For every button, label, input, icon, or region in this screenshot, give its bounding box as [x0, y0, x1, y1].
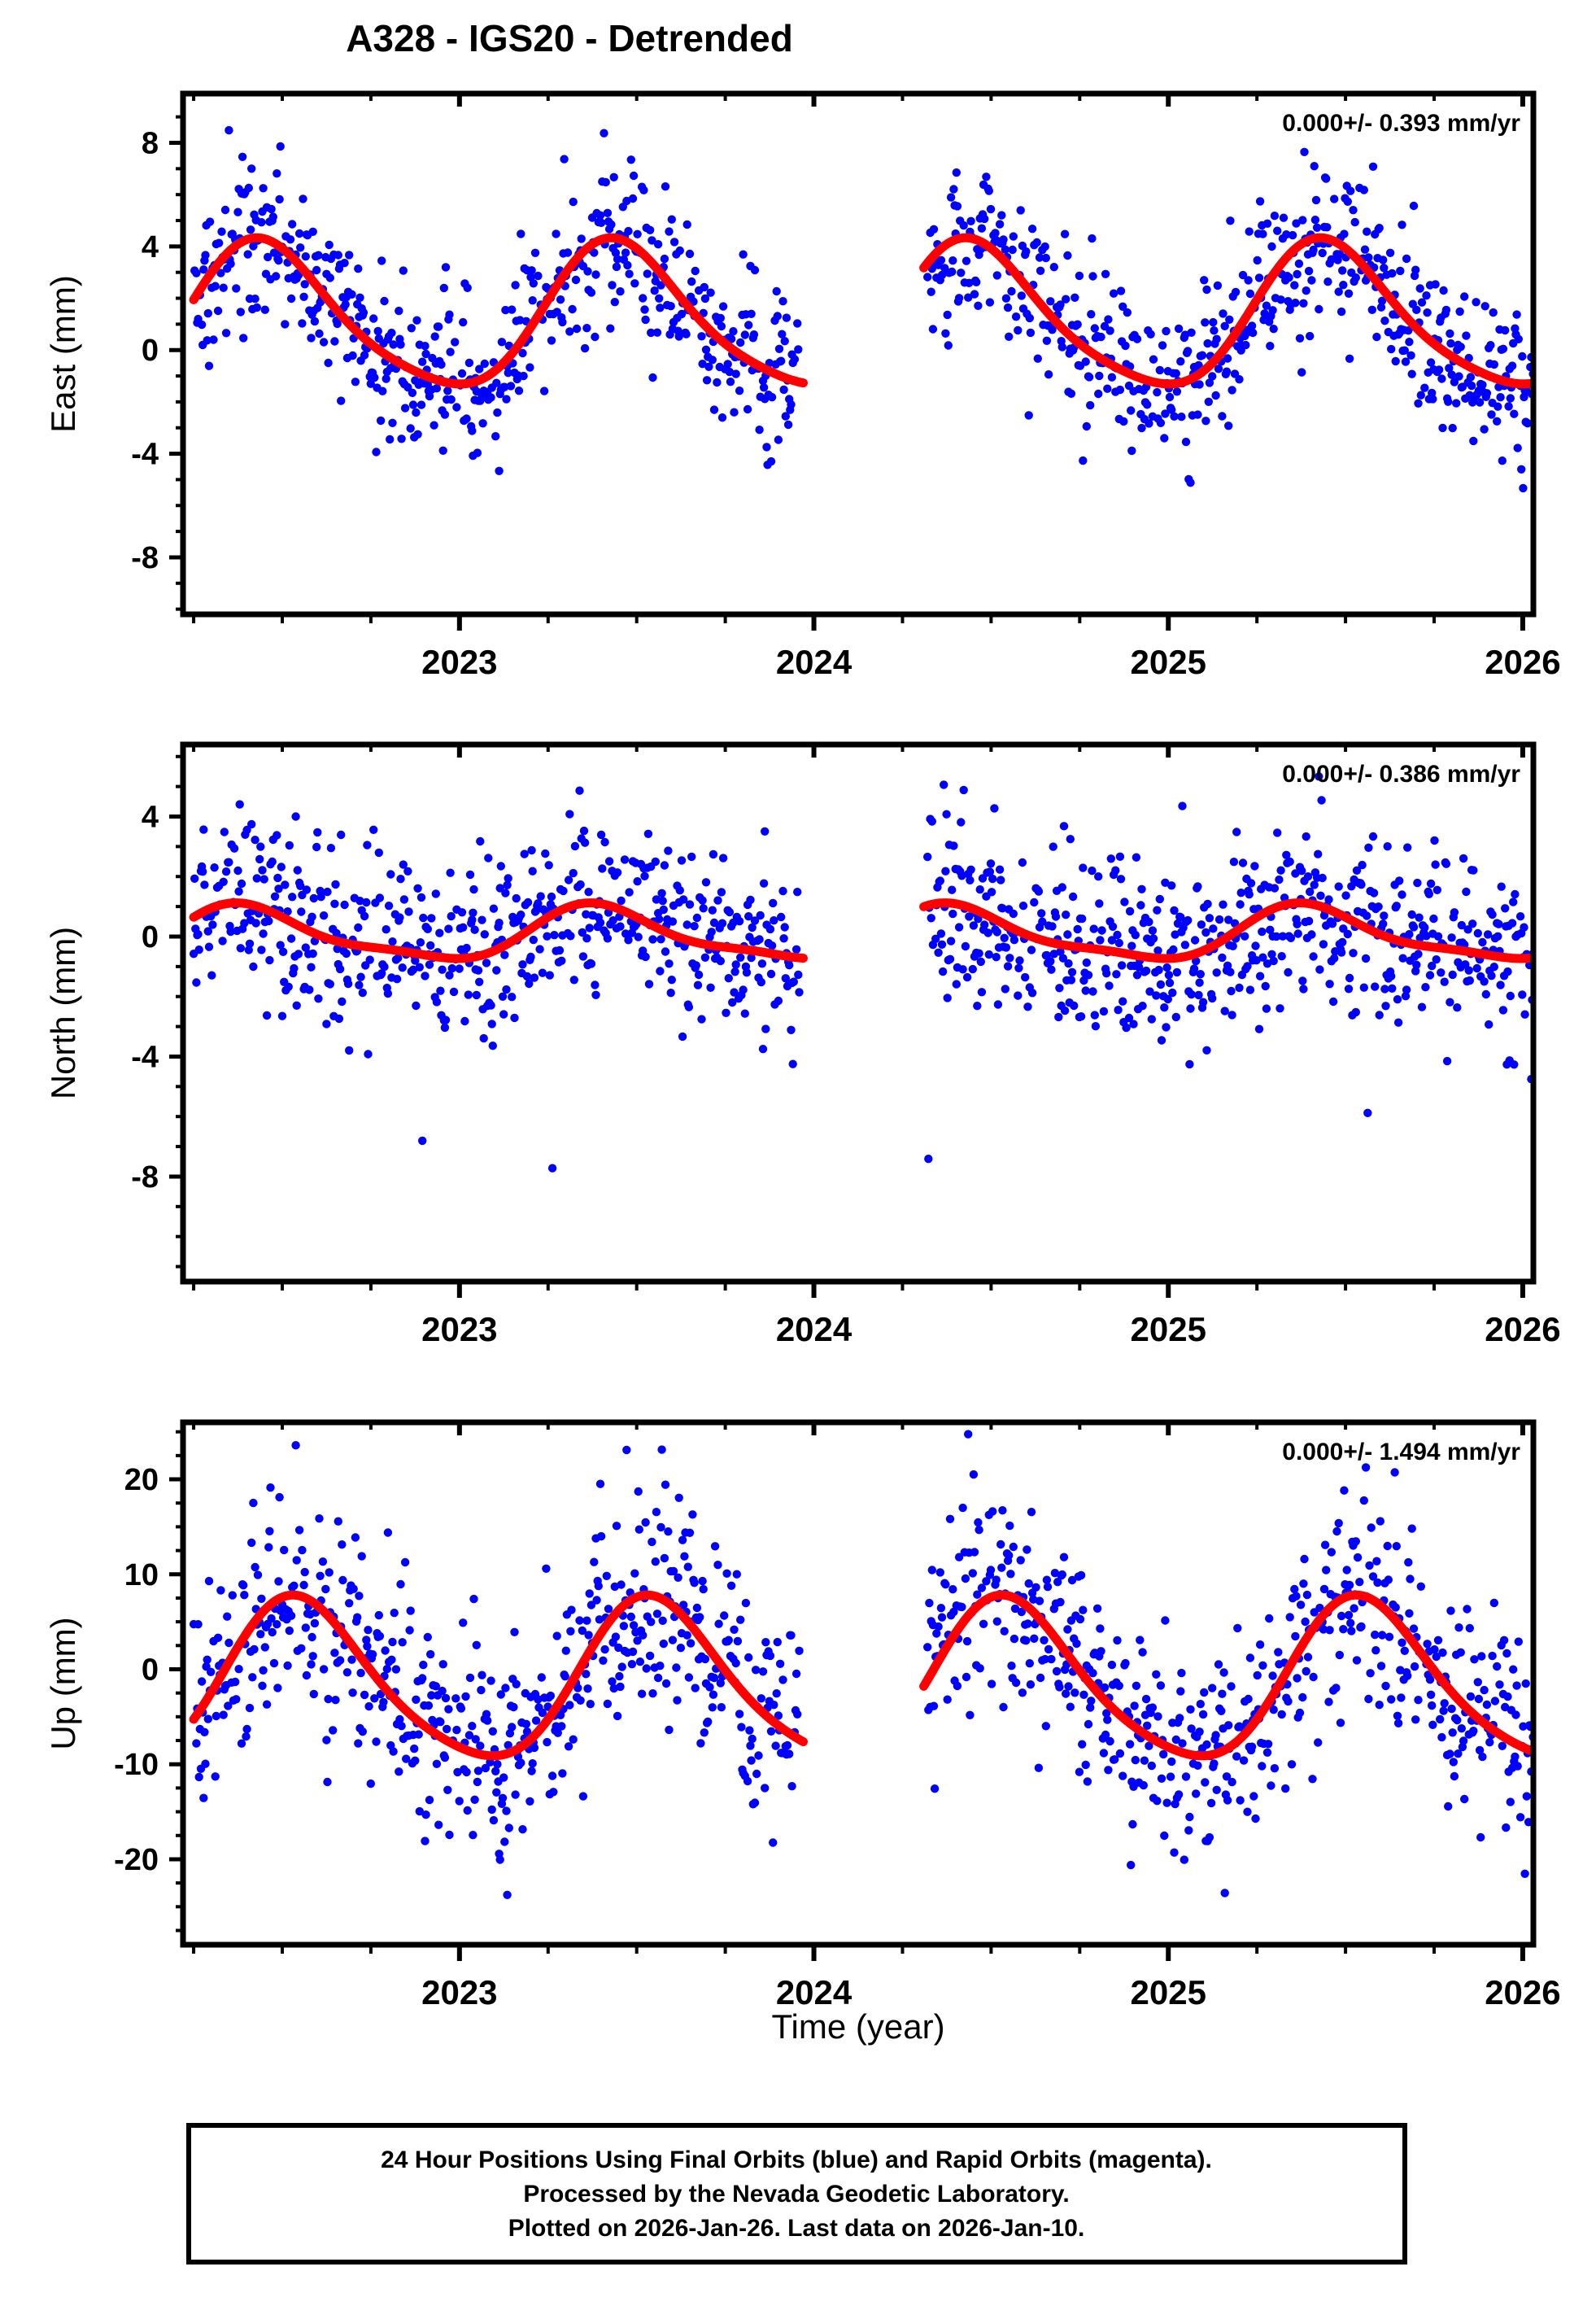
y-axis-label-up: Up (mm) — [44, 1617, 82, 1749]
axis-frame-east — [180, 90, 1537, 618]
y-axis-label-north: North (mm) — [44, 927, 82, 1099]
x-tick-label: 2025 — [1131, 1310, 1206, 1348]
y-tick-label: -4 — [131, 1040, 159, 1074]
trend-line-east — [189, 233, 1533, 389]
y-tick-label: 0 — [142, 1653, 159, 1687]
axis-frame-up — [180, 1419, 1537, 1948]
data-layer-up — [189, 1430, 1533, 1899]
panel-north: 4 0 -4 -8 2023 2024 2025 2026 North (mm) 0.000+/-… — [44, 741, 1561, 1348]
y-ticks-north: 4 0 -4 -8 — [131, 754, 183, 1269]
y-tick-label: -8 — [131, 541, 159, 575]
page-title: A328 - IGS20 - Detrended — [346, 17, 793, 59]
data-layer-north — [189, 772, 1533, 1173]
caption-line-3: Plotted on 2026-Jan-26. Last data on 202… — [508, 2215, 1085, 2242]
caption-box: 24 Hour Positions Using Final Orbits (bl… — [186, 2123, 1407, 2265]
x-tick-label: 2026 — [1485, 1310, 1560, 1348]
scatter-points-east — [190, 125, 1533, 493]
y-tick-label: 8 — [142, 126, 159, 160]
x-tick-label: 2025 — [1131, 643, 1206, 681]
caption-box-border — [186, 2123, 1407, 2265]
y-ticks-up: 20 10 0 -10 -20 — [114, 1430, 183, 1933]
rate-annotation-east: 0.000+/- 0.393 mm/yr — [1282, 110, 1520, 137]
y-ticks-east: 8 4 0 -4 -8 — [131, 115, 183, 611]
x-tick-label: 2026 — [1485, 643, 1560, 681]
rate-annotation-up: 0.000+/- 1.494 mm/yr — [1282, 1439, 1520, 1465]
data-layer-east — [189, 125, 1533, 493]
y-tick-label: 20 — [124, 1463, 159, 1497]
x-tick-label: 2024 — [776, 643, 853, 681]
y-tick-label: 0 — [142, 920, 159, 954]
y-tick-label: -20 — [114, 1843, 159, 1877]
x-axis-label: Time (year) — [771, 2007, 944, 2046]
y-tick-label: -8 — [131, 1160, 159, 1194]
panel-east: 8 4 0 -4 -8 2023 2024 2025 2026 East (mm) 0.000+/-… — [44, 90, 1561, 681]
caption-line-2: Processed by the Nevada Geodetic Laborat… — [523, 2181, 1069, 2208]
y-tick-label: -4 — [131, 438, 159, 472]
scatter-points-up — [189, 1430, 1533, 1899]
x-ticks-north: 2023 2024 2025 2026 — [192, 745, 1561, 1348]
panels-group: 8 4 0 -4 -8 2023 2024 2025 2026 East (mm) 0.000+/-… — [44, 90, 1561, 2011]
x-tick-label: 2023 — [421, 643, 497, 681]
y-tick-label: 0 — [142, 334, 159, 368]
y-tick-label: 4 — [142, 230, 159, 264]
x-tick-label: 2024 — [776, 1310, 853, 1348]
x-ticks-up: 2023 2024 2025 2026 — [192, 1422, 1561, 2011]
panel-up: 20 10 0 -10 -20 2023 2024 2025 2026 Up (mm) 0.000+… — [44, 1419, 1561, 2011]
x-ticks-east: 2023 2024 2025 2026 — [192, 94, 1561, 681]
x-tick-label: 2026 — [1485, 1973, 1560, 2011]
y-axis-label-east: East (mm) — [44, 275, 82, 433]
axis-frame-north — [180, 741, 1537, 1285]
x-tick-label: 2023 — [421, 1973, 497, 2011]
y-tick-label: 4 — [142, 800, 159, 834]
x-tick-label: 2024 — [776, 1973, 853, 2011]
rate-annotation-north: 0.000+/- 0.386 mm/yr — [1282, 761, 1520, 788]
trend-line-up — [189, 1590, 1533, 1761]
trend-line-north — [189, 898, 1533, 963]
y-tick-label: 10 — [124, 1558, 159, 1592]
x-tick-label: 2025 — [1131, 1973, 1206, 2011]
caption-line-1: 24 Hour Positions Using Final Orbits (bl… — [381, 2147, 1212, 2173]
y-tick-label: -10 — [114, 1748, 159, 1782]
x-tick-label: 2023 — [421, 1310, 497, 1348]
